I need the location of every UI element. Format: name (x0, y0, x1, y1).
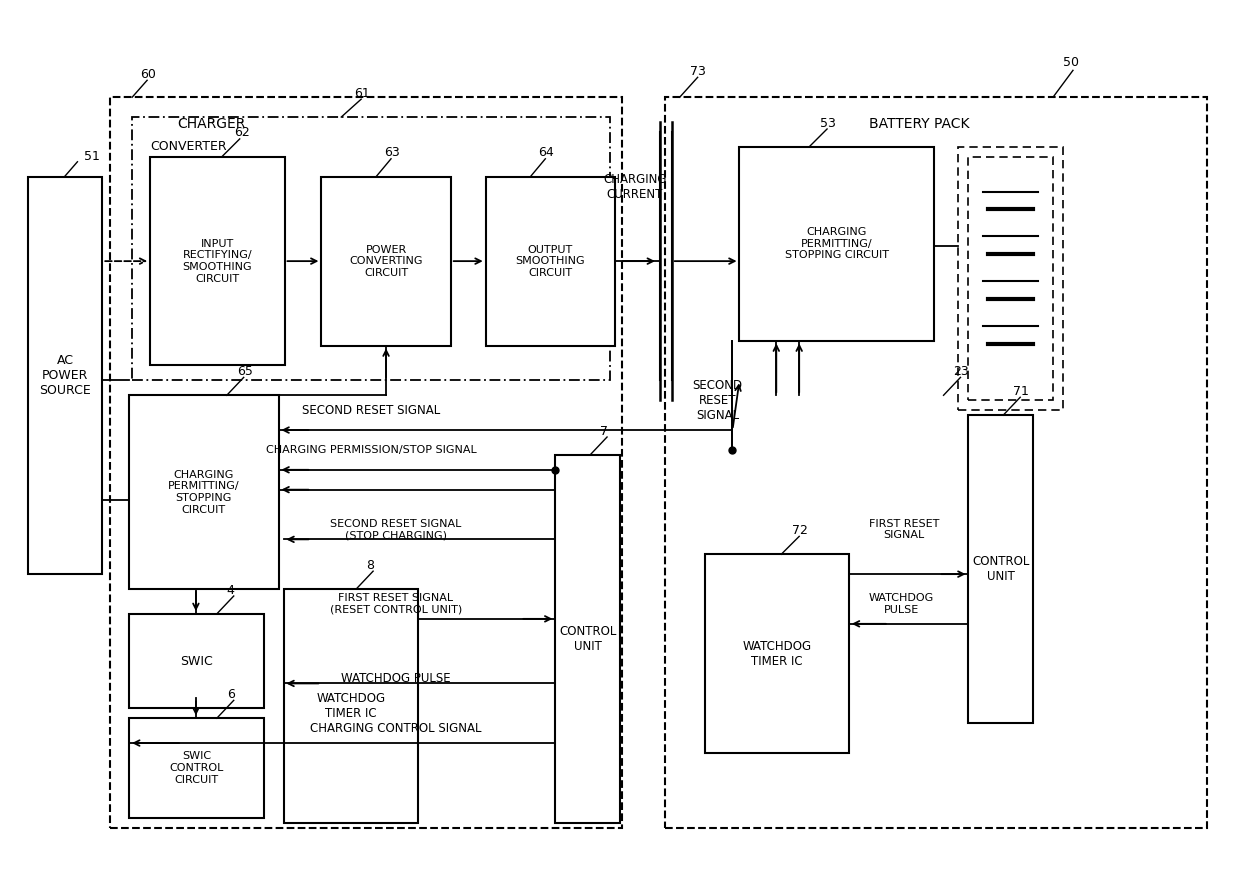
Bar (968, 415, 1033, 724)
Text: 73: 73 (689, 65, 706, 78)
Text: POWER
CONVERTING
CIRCUIT: POWER CONVERTING CIRCUIT (350, 245, 423, 278)
Bar (129, 396, 279, 589)
Text: SECOND
RESET
SIGNAL: SECOND RESET SIGNAL (693, 379, 743, 422)
Text: CHARGER: CHARGER (177, 117, 246, 131)
Text: WATCHDOG
TIMER IC: WATCHDOG TIMER IC (743, 639, 811, 667)
Text: 64: 64 (538, 146, 554, 160)
Text: 23: 23 (954, 365, 970, 378)
Text: CHARGING CONTROL SIGNAL: CHARGING CONTROL SIGNAL (310, 722, 482, 735)
Text: CONVERTER: CONVERTER (150, 140, 227, 153)
Text: 4: 4 (227, 583, 234, 596)
Bar (284, 589, 418, 823)
Text: AC
POWER
SOURCE: AC POWER SOURCE (40, 354, 91, 397)
Text: 60: 60 (140, 68, 156, 81)
Text: 50: 50 (1063, 56, 1079, 69)
Text: CONTROL
UNIT: CONTROL UNIT (972, 555, 1029, 583)
Text: 6: 6 (227, 688, 234, 701)
Text: 63: 63 (384, 146, 399, 160)
Text: 72: 72 (792, 524, 808, 537)
Bar (133, 117, 610, 381)
Text: 62: 62 (233, 126, 249, 139)
Text: FIRST RESET
SIGNAL: FIRST RESET SIGNAL (869, 518, 939, 540)
Bar (968, 157, 1053, 400)
Text: 71: 71 (1013, 385, 1029, 398)
Text: SECOND RESET SIGNAL: SECOND RESET SIGNAL (303, 403, 440, 417)
Text: CHARGING
PERMITTING/
STOPPING CIRCUIT: CHARGING PERMITTING/ STOPPING CIRCUIT (785, 227, 889, 260)
Text: SWIC: SWIC (180, 654, 213, 667)
Text: 53: 53 (820, 117, 836, 130)
Text: 8: 8 (366, 559, 374, 572)
Bar (321, 176, 451, 346)
Bar (129, 614, 264, 709)
Text: CHARGING
CURRENT: CHARGING CURRENT (603, 173, 667, 201)
Text: FIRST RESET SIGNAL
(RESET CONTROL UNIT): FIRST RESET SIGNAL (RESET CONTROL UNIT) (330, 593, 463, 615)
Bar (556, 455, 620, 823)
Text: CHARGING
PERMITTING/
STOPPING
CIRCUIT: CHARGING PERMITTING/ STOPPING CIRCUIT (169, 470, 239, 515)
Bar (110, 97, 622, 828)
Bar (27, 176, 103, 574)
Text: 61: 61 (355, 87, 370, 100)
Text: SECOND RESET SIGNAL
(STOP CHARGING): SECOND RESET SIGNAL (STOP CHARGING) (330, 518, 461, 540)
Text: 7: 7 (600, 424, 608, 438)
Text: CHARGING PERMISSION/STOP SIGNAL: CHARGING PERMISSION/STOP SIGNAL (265, 445, 476, 455)
Text: WATCHDOG
PULSE: WATCHDOG PULSE (869, 593, 934, 615)
Text: OUTPUT
SMOOTHING
CIRCUIT: OUTPUT SMOOTHING CIRCUIT (516, 245, 585, 278)
Bar (739, 146, 934, 340)
Bar (959, 146, 1063, 410)
Text: WATCHDOG
TIMER IC: WATCHDOG TIMER IC (316, 692, 386, 720)
Bar (129, 718, 264, 817)
Text: BATTERY PACK: BATTERY PACK (869, 117, 970, 131)
Text: 51: 51 (84, 150, 100, 163)
Bar (704, 554, 849, 753)
Text: INPUT
RECTIFYING/
SMOOTHING
CIRCUIT: INPUT RECTIFYING/ SMOOTHING CIRCUIT (182, 239, 252, 283)
Text: WATCHDOG PULSE: WATCHDOG PULSE (341, 672, 451, 685)
Bar (486, 176, 615, 346)
Text: 65: 65 (237, 365, 253, 378)
Bar (665, 97, 1208, 828)
Text: SWIC
CONTROL
CIRCUIT: SWIC CONTROL CIRCUIT (169, 752, 223, 785)
Text: CONTROL
UNIT: CONTROL UNIT (559, 624, 616, 652)
Bar (150, 157, 284, 366)
